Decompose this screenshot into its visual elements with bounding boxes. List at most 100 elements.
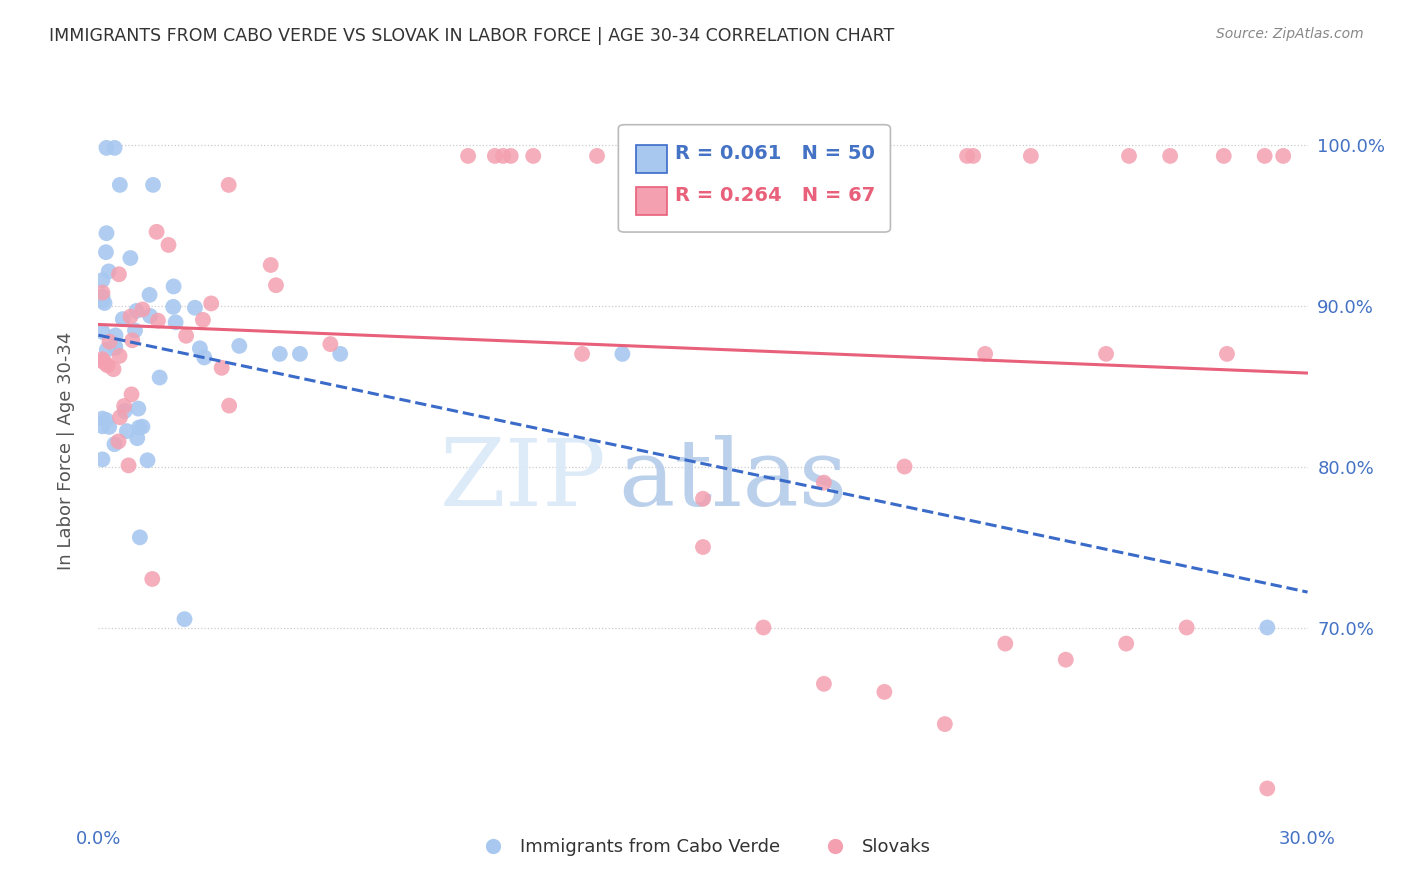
Point <box>127 401 149 416</box>
Point <box>107 434 129 449</box>
Point <box>108 267 131 281</box>
Point <box>91 273 114 287</box>
Point <box>751 149 773 163</box>
Point <box>103 141 125 155</box>
Point <box>269 347 291 361</box>
Point <box>94 245 117 260</box>
Point <box>96 343 118 357</box>
Point <box>218 399 240 413</box>
Point <box>98 420 121 434</box>
Point <box>146 313 169 327</box>
Point <box>108 410 131 425</box>
Point <box>1175 620 1198 634</box>
Point <box>188 342 211 356</box>
Point <box>1253 149 1275 163</box>
Point <box>96 413 118 427</box>
Point <box>813 677 835 691</box>
Point <box>91 419 114 434</box>
Point <box>111 312 134 326</box>
Point <box>1019 149 1042 163</box>
Point <box>131 302 153 317</box>
Point <box>319 337 342 351</box>
Point <box>162 300 184 314</box>
Point <box>121 333 143 347</box>
Point <box>142 178 165 192</box>
Point <box>813 475 835 490</box>
Point <box>120 310 142 324</box>
Point <box>893 459 915 474</box>
Bar <box>637 187 666 215</box>
Point <box>1054 653 1077 667</box>
Point <box>499 149 522 163</box>
Point <box>1212 149 1234 163</box>
Point <box>808 149 831 163</box>
Point <box>994 637 1017 651</box>
Point <box>91 285 114 300</box>
Point <box>98 334 121 349</box>
Point <box>484 149 506 163</box>
Point <box>139 309 162 323</box>
Point <box>1256 620 1278 634</box>
Point <box>117 458 139 473</box>
Point <box>91 325 114 339</box>
Point <box>636 149 658 163</box>
Point <box>228 339 250 353</box>
Point <box>174 328 197 343</box>
Point <box>104 339 127 353</box>
Point <box>91 452 114 467</box>
Point <box>492 149 515 163</box>
Point <box>200 296 222 310</box>
Point <box>91 352 114 367</box>
Point <box>103 437 125 451</box>
Point <box>103 362 125 376</box>
Point <box>184 301 207 315</box>
Text: atlas: atlas <box>619 435 848 525</box>
Point <box>104 341 127 355</box>
Point <box>974 347 997 361</box>
Point <box>1115 637 1137 651</box>
Text: IMMIGRANTS FROM CABO VERDE VS SLOVAK IN LABOR FORCE | AGE 30-34 CORRELATION CHAR: IMMIGRANTS FROM CABO VERDE VS SLOVAK IN … <box>49 27 894 45</box>
Point <box>1118 149 1140 163</box>
Point <box>716 149 738 163</box>
Point <box>811 149 834 163</box>
Point <box>124 324 146 338</box>
Point <box>94 356 117 370</box>
Point <box>173 612 195 626</box>
Point <box>91 289 114 303</box>
Text: R = 0.264   N = 67: R = 0.264 N = 67 <box>675 186 876 205</box>
Point <box>1216 347 1239 361</box>
Point <box>934 717 956 731</box>
Point <box>1159 149 1181 163</box>
Point <box>112 399 135 413</box>
Point <box>136 453 159 467</box>
Point <box>692 540 714 554</box>
Point <box>120 251 142 265</box>
Point <box>91 354 114 368</box>
Point <box>457 149 479 163</box>
Point <box>329 347 352 361</box>
Point <box>96 141 118 155</box>
Point <box>522 149 544 163</box>
Point <box>193 351 215 365</box>
Point <box>288 347 311 361</box>
Point <box>191 313 214 327</box>
Y-axis label: In Labor Force | Age 30-34: In Labor Force | Age 30-34 <box>56 331 75 570</box>
Point <box>96 226 118 240</box>
Point <box>621 149 644 163</box>
Point <box>218 178 240 192</box>
Point <box>586 149 609 163</box>
Point <box>149 370 172 384</box>
Point <box>165 315 187 329</box>
Text: R = 0.061   N = 50: R = 0.061 N = 50 <box>675 144 875 162</box>
Point <box>127 431 149 445</box>
Point <box>260 258 283 272</box>
Point <box>752 620 775 634</box>
Point <box>104 328 127 343</box>
Point <box>612 347 634 361</box>
Point <box>125 303 148 318</box>
Point <box>114 404 136 418</box>
Bar <box>637 145 666 173</box>
Point <box>91 293 114 308</box>
Text: Source: ZipAtlas.com: Source: ZipAtlas.com <box>1216 27 1364 41</box>
Point <box>138 288 160 302</box>
